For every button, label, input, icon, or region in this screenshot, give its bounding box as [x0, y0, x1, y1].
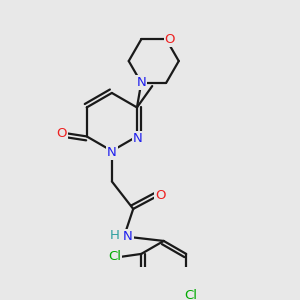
- Text: N: N: [107, 146, 117, 159]
- Text: Cl: Cl: [184, 290, 197, 300]
- Text: H: H: [110, 229, 120, 242]
- Text: Cl: Cl: [108, 250, 121, 263]
- Text: O: O: [155, 189, 166, 202]
- Text: N: N: [136, 76, 146, 89]
- Text: N: N: [123, 230, 133, 243]
- Text: N: N: [133, 132, 143, 146]
- Text: O: O: [165, 33, 175, 46]
- Text: O: O: [56, 127, 67, 140]
